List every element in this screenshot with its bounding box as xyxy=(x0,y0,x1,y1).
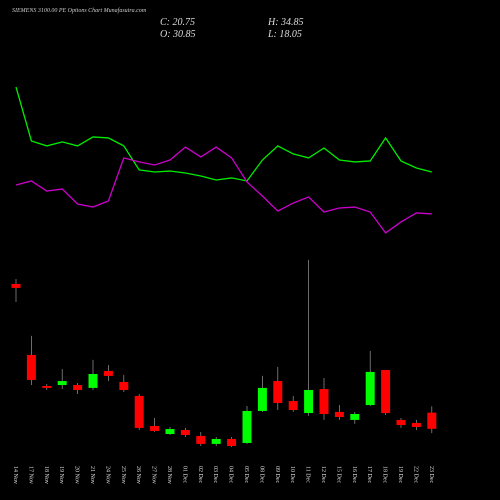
candle-body xyxy=(242,410,252,443)
candle-body xyxy=(73,385,83,390)
annotation: O: 30.85 xyxy=(160,29,196,40)
x-tick-label: 14 Nov xyxy=(12,466,18,484)
x-tick-label: 25 Nov xyxy=(120,466,126,484)
candle-body xyxy=(411,422,421,427)
candle-body xyxy=(350,414,360,420)
candle-body xyxy=(165,429,175,434)
chart-title: SIEMENS 3100.00 PE Options Chart Munafas… xyxy=(12,7,147,14)
candle-body xyxy=(257,387,267,411)
candle-body xyxy=(196,435,206,444)
x-tick-label: 02 Dec xyxy=(197,466,203,483)
x-tick-label: 08 Dec xyxy=(258,466,264,483)
x-tick-label: 22 Dec xyxy=(412,466,418,483)
candle-body xyxy=(273,381,283,403)
x-tick-label: 17 Nov xyxy=(27,466,33,484)
x-tick-label: 21 Nov xyxy=(89,466,95,484)
x-tick-label: 04 Dec xyxy=(228,466,234,483)
candle-body xyxy=(381,370,391,414)
x-tick-label: 28 Nov xyxy=(166,466,172,484)
candle-body xyxy=(42,386,52,388)
indicator-line xyxy=(15,86,432,182)
candle-body xyxy=(396,419,406,426)
candle-body xyxy=(304,390,314,414)
candle-body xyxy=(103,370,113,376)
candle-body xyxy=(134,395,144,428)
annotation: L: 18.05 xyxy=(267,29,302,40)
annotation: C: 20.75 xyxy=(160,17,195,28)
x-tick-label: 03 Dec xyxy=(212,466,218,483)
annotation: H: 34.85 xyxy=(267,17,304,28)
x-tick-label: 10 Dec xyxy=(289,466,295,483)
x-tick-label: 05 Dec xyxy=(243,466,249,483)
candle-body xyxy=(334,411,344,418)
x-tick-label: 19 Nov xyxy=(58,466,64,484)
candle-body xyxy=(227,438,237,446)
x-tick-label: 09 Dec xyxy=(274,466,280,483)
candle-body xyxy=(319,389,329,414)
x-tick-label: 18 Dec xyxy=(382,466,388,483)
candle-body xyxy=(57,381,67,386)
x-tick-label: 24 Nov xyxy=(104,466,110,484)
x-tick-label: 17 Dec xyxy=(366,466,372,483)
x-tick-label: 27 Nov xyxy=(151,466,157,484)
candle-body xyxy=(427,412,437,429)
x-tick-label: 01 Dec xyxy=(181,466,187,483)
x-tick-label: 23 Dec xyxy=(428,466,434,483)
x-tick-label: 11 Dec xyxy=(305,466,311,483)
candle-body xyxy=(88,374,98,388)
x-tick-label: 18 Nov xyxy=(43,466,49,484)
candle-body xyxy=(365,371,375,406)
candle-body xyxy=(211,438,221,444)
x-tick-label: 16 Dec xyxy=(351,466,357,483)
x-tick-label: 19 Dec xyxy=(397,466,403,483)
candle-body xyxy=(288,401,298,410)
indicator-line xyxy=(15,146,432,234)
candle-body xyxy=(119,382,129,390)
candle-body xyxy=(180,430,190,435)
candle-body xyxy=(11,283,21,288)
x-tick-label: 26 Nov xyxy=(135,466,141,484)
candle-body xyxy=(150,426,160,431)
x-tick-label: 15 Dec xyxy=(335,466,341,483)
x-tick-label: 12 Dec xyxy=(320,466,326,483)
x-tick-label: 20 Nov xyxy=(74,466,80,484)
candle-body xyxy=(26,354,36,380)
